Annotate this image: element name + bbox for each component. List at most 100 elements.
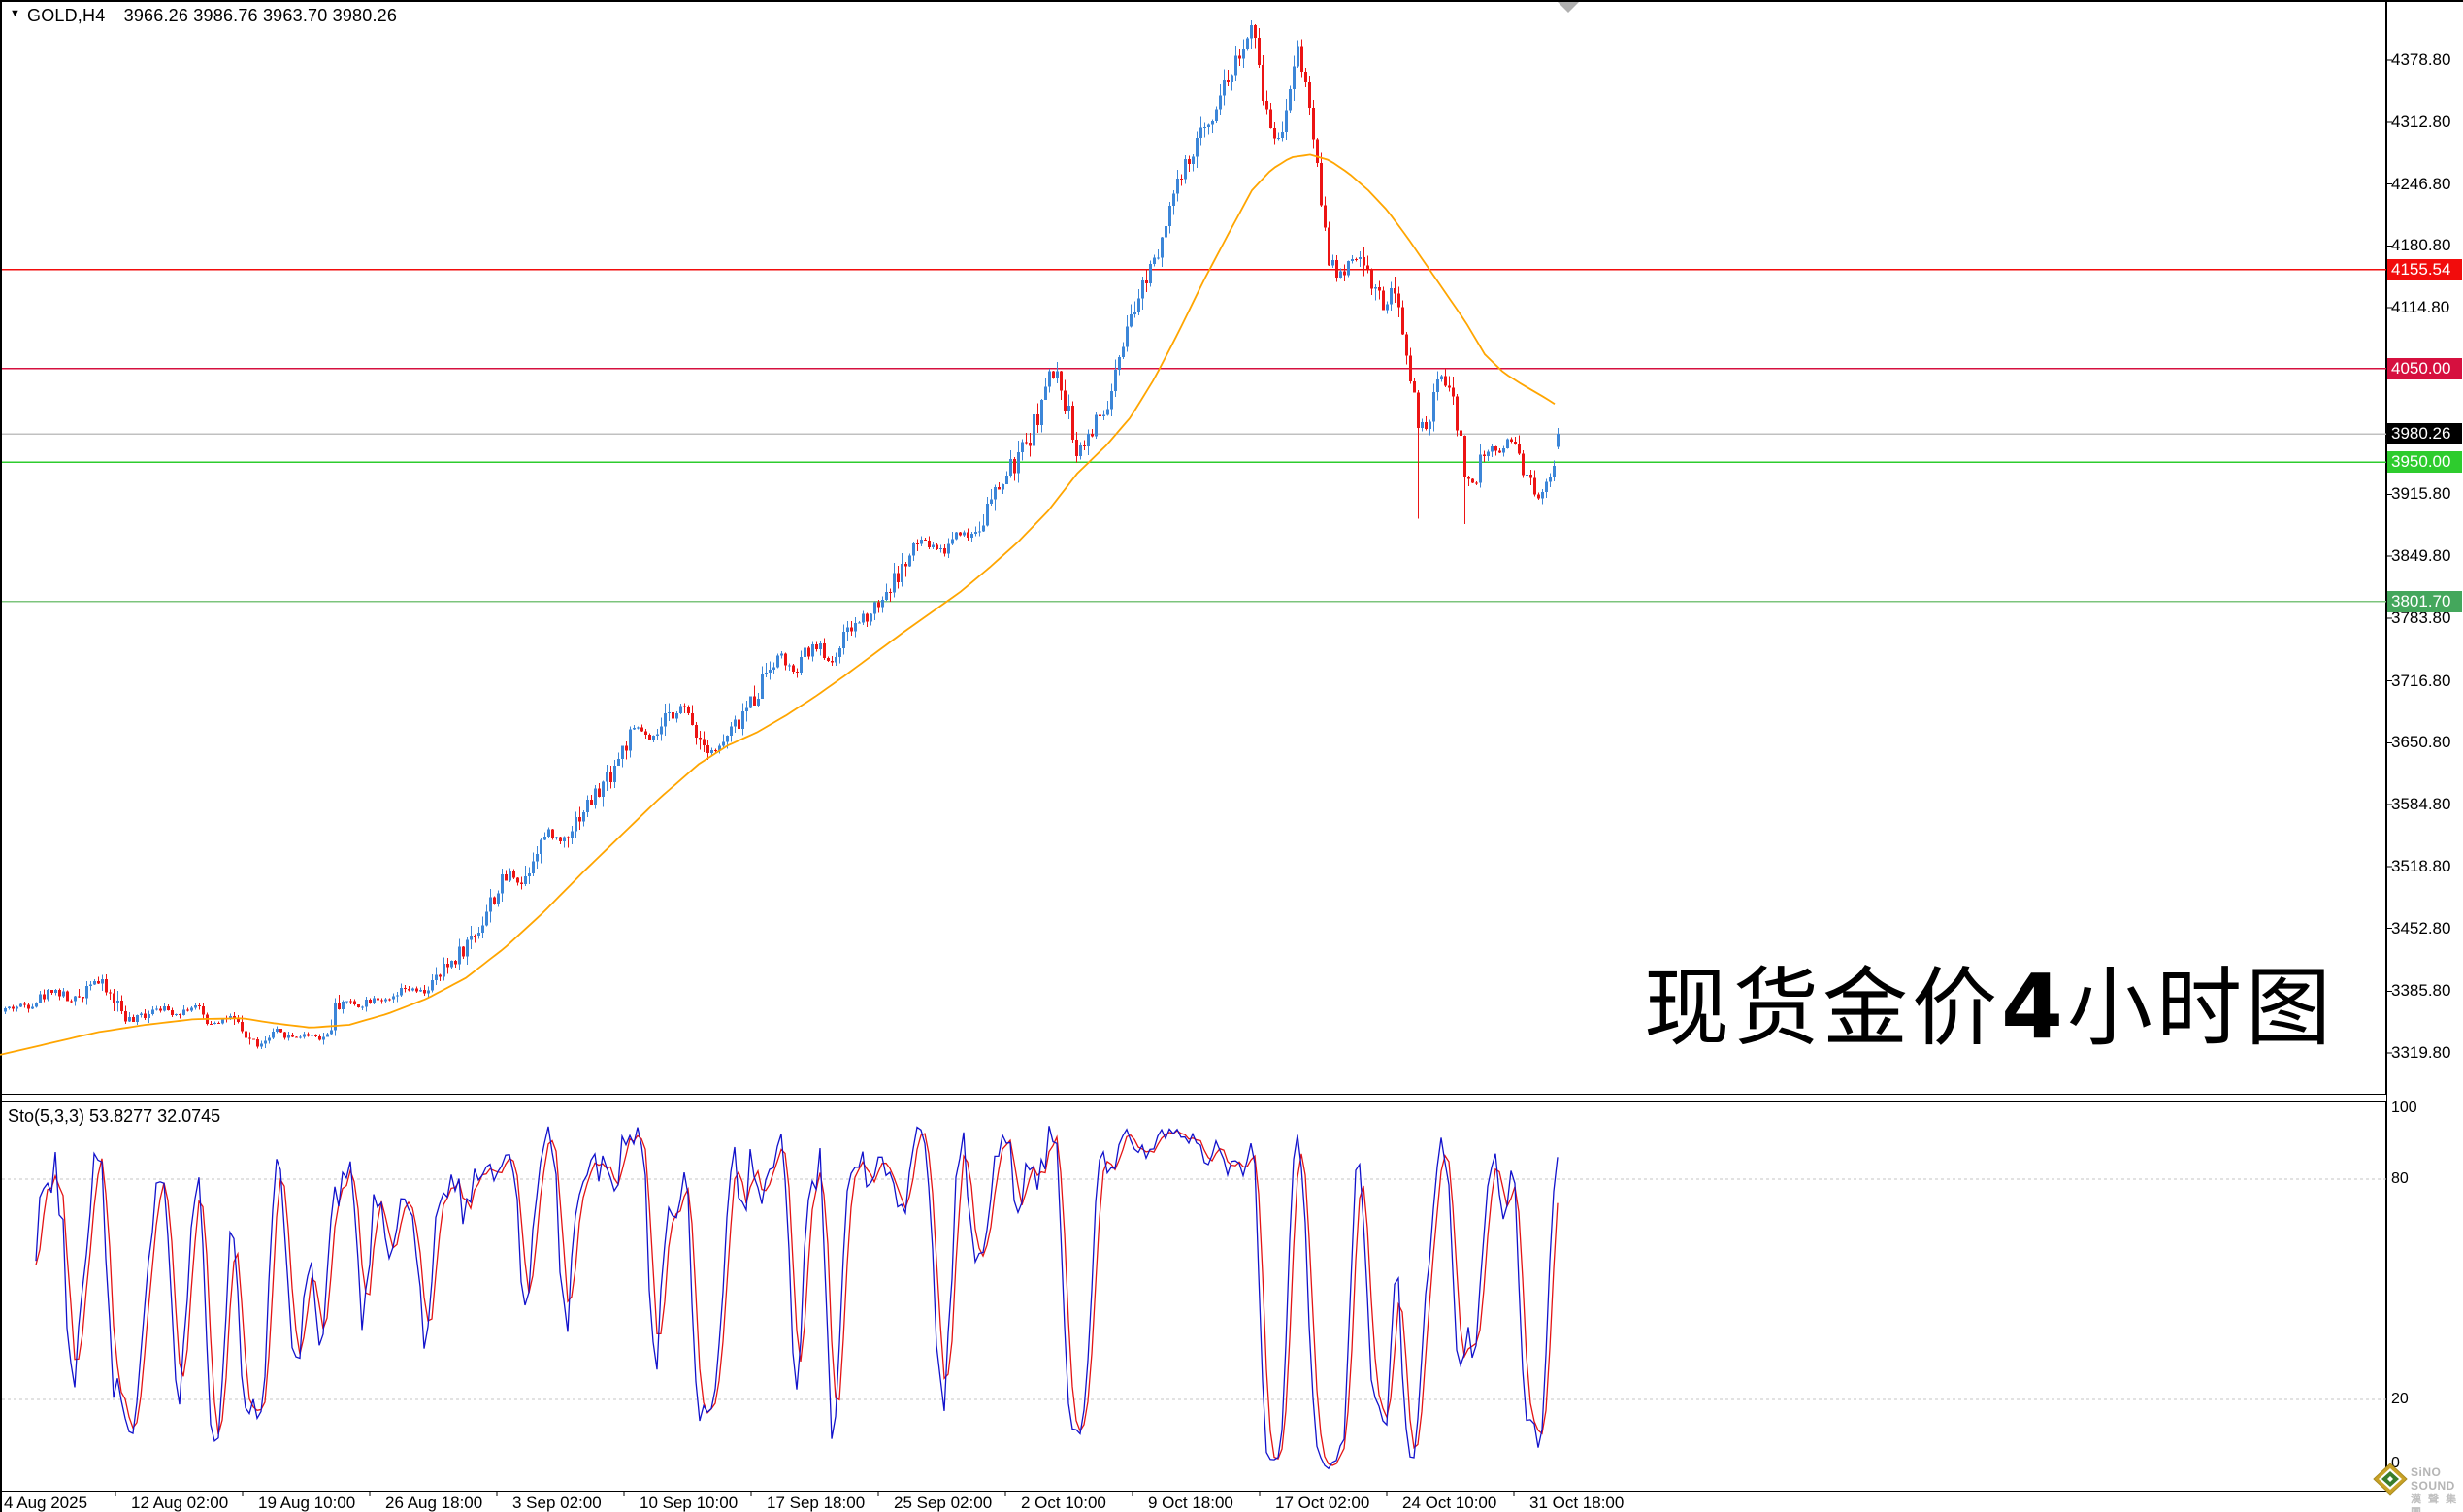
candle-body [1071,405,1074,440]
candle-body [1242,49,1245,59]
candle-body [932,544,935,547]
candle-body [136,1015,139,1022]
candle-body [283,1032,286,1038]
candle-body [23,1003,26,1005]
candle-body [450,960,453,968]
candle-body [113,993,115,1003]
candle-body [831,660,834,663]
sto-level-label: 100 [2391,1100,2417,1116]
candle-body [974,531,977,535]
candle-body [1394,287,1396,294]
y-axis-tick-label: 4114.80 [2391,298,2450,317]
candle-body [1130,314,1133,327]
x-axis-tick-label: 25 Sep 02:00 [894,1494,993,1512]
candle-body [1203,127,1206,129]
candle-body [780,653,783,656]
candle-body [656,734,659,736]
candle-body [303,1034,306,1037]
candle-body [439,974,442,977]
candle-body [1199,127,1202,139]
candle-body [12,1006,15,1009]
candle-body [1397,293,1400,308]
candle-body [936,544,938,549]
candle-body [1413,380,1416,393]
candle-body [1405,334,1408,356]
candle-body [835,656,837,663]
candle-body [1246,38,1249,50]
candle-body [1545,481,1548,492]
candle-body [58,990,61,997]
candle-body [1064,390,1067,411]
sto-level-label: 0 [2391,1455,2400,1471]
candle-body [714,749,717,751]
symbol-dropdown-icon[interactable]: ▼ [10,8,21,19]
candle-body [268,1037,271,1041]
candle-body [796,672,799,674]
candle-body [524,875,527,885]
candle-body [248,1037,251,1039]
candle-body [148,1013,150,1018]
candle-body [233,1015,236,1019]
candle-body [1529,474,1532,478]
candle-body [1281,131,1284,139]
candle-body [252,1038,255,1040]
candle-body [353,1001,356,1005]
candle-body [703,739,706,745]
candle-body [978,531,981,533]
candle-body [1409,355,1412,381]
candle-body [1013,459,1016,474]
candle-body [155,1008,158,1010]
candle-body [116,1001,119,1003]
candle-body [1436,378,1439,392]
candle-body [202,1005,205,1015]
candle-body [990,499,993,504]
candle-body [1289,89,1292,111]
candle-body [613,765,616,783]
candle-body [1250,25,1253,39]
candle-body [357,1004,360,1008]
candle-body [1079,444,1082,457]
candle-body [1009,459,1012,477]
candle-body [695,724,698,738]
candle-body [1017,451,1020,474]
watermark-brand: SiNO SOUND [2411,1465,2455,1493]
candle-body [528,873,531,876]
candle-body [1234,55,1237,76]
candle-body [1386,304,1389,311]
candle-body [314,1035,317,1036]
candle-body [912,543,915,556]
y-axis-tick-label: 4378.80 [2391,50,2451,69]
candle-body [8,1006,11,1008]
candle-body [1215,109,1218,121]
candle-body [769,669,772,674]
candle-body [132,1017,135,1022]
candle-body [1522,453,1525,476]
candle-body [1494,445,1497,451]
candle-body [1429,421,1431,429]
candle-body [1300,46,1303,73]
candle-body [734,719,737,727]
candle-body [994,486,997,500]
candle-body [70,1001,73,1003]
candle-body [652,735,655,740]
candle-body [505,873,508,881]
candle-body [454,960,457,965]
candle-body [827,658,830,661]
candle-body [609,772,612,783]
candle-body [50,990,53,994]
candle-body [1180,178,1183,180]
candle-body [559,837,562,842]
candle-body [109,992,112,994]
candle-body [1075,439,1078,457]
price-level-label: 3980.26 [2387,423,2462,445]
candle-body [563,837,566,842]
y-axis-tick-label: 4246.80 [2391,174,2451,193]
candle-body [1087,433,1090,447]
candle-body [815,644,818,650]
candle-body [1331,260,1334,266]
candle-body [1238,55,1241,59]
candle-body [897,573,900,582]
candle-body [1005,476,1008,484]
